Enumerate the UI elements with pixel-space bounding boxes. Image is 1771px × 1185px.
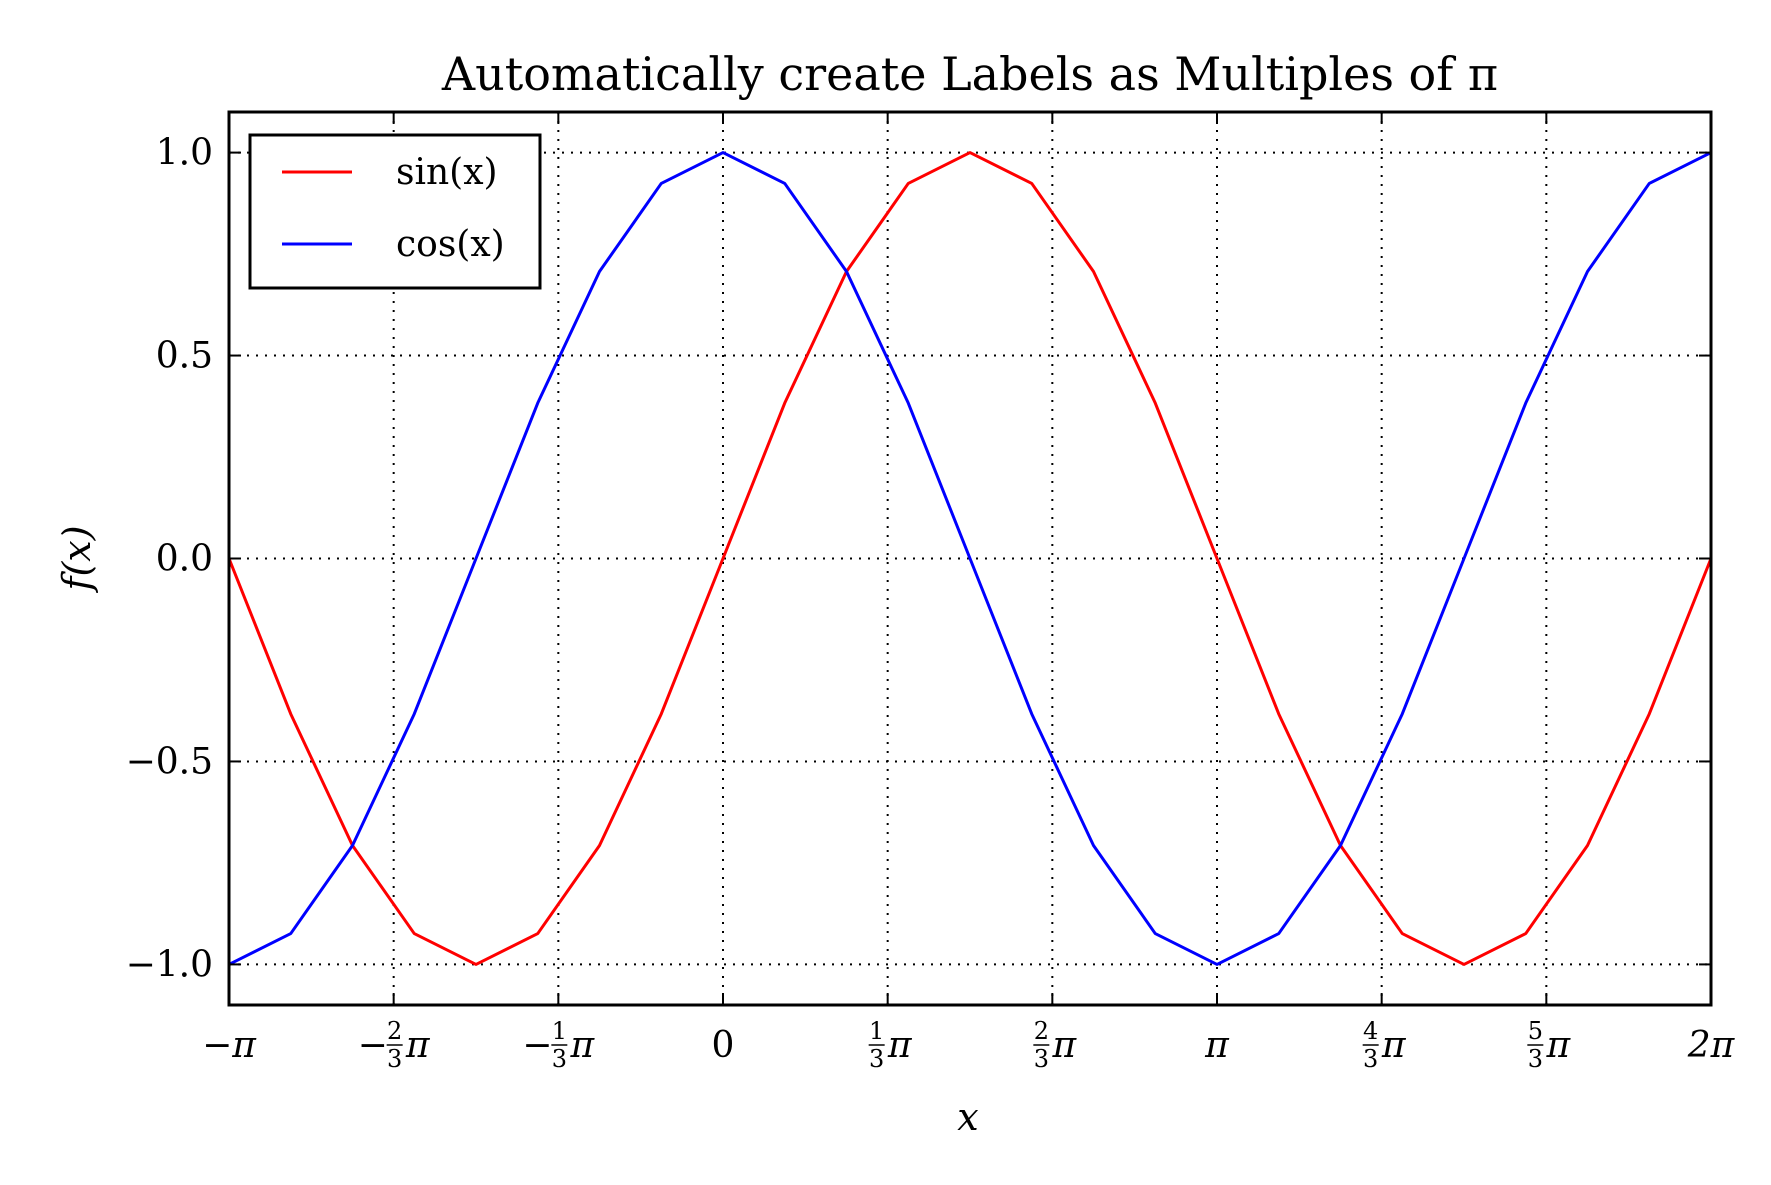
x-tick-label: 43 π: [1362, 1017, 1407, 1073]
y-axis-label: f(x): [55, 525, 99, 593]
x-tick-label: 53 π: [1527, 1017, 1571, 1073]
x-tick-denominator: 3: [387, 1045, 402, 1073]
x-tick-symbol: π: [1051, 1025, 1077, 1066]
x-tick-denominator: 3: [1528, 1045, 1543, 1073]
x-tick-numerator: 5: [1528, 1017, 1543, 1045]
x-tick-denominator: 3: [1363, 1045, 1378, 1073]
x-tick-denominator: 3: [552, 1045, 567, 1073]
x-tick-labels: −π −23 π −13 π 0 13 π 23 π π 43 π 53 π 2π: [202, 1017, 1736, 1073]
x-tick-denominator: 3: [1034, 1045, 1049, 1073]
x-tick-symbol: π: [887, 1025, 913, 1066]
y-tick-label: 1.0: [156, 133, 213, 174]
x-axis-label: x: [957, 1095, 978, 1139]
x-tick-label: 13 π: [868, 1017, 913, 1073]
x-tick-numerator: 4: [1363, 1017, 1378, 1045]
legend-label: sin(x): [396, 152, 498, 193]
y-tick-label: 0.5: [156, 336, 213, 377]
x-tick-label: −23 π: [358, 1017, 431, 1073]
x-tick-label: −π: [202, 1025, 257, 1066]
x-tick-text: 2π: [1687, 1025, 1736, 1066]
y-tick-label: −1.0: [126, 944, 213, 985]
legend-box: [248, 133, 542, 290]
x-tick-label: 0: [712, 1025, 735, 1066]
x-tick-text: π: [1204, 1025, 1230, 1066]
plot-frame: [227, 110, 1713, 1007]
x-tick-label: 23 π: [1033, 1017, 1077, 1073]
legend-label: cos(x): [396, 224, 505, 265]
x-tick-numerator: 2: [387, 1017, 402, 1045]
x-tick-text: 0: [712, 1025, 735, 1066]
x-tick-symbol: π: [1545, 1025, 1571, 1066]
x-tick-numerator: 2: [1034, 1017, 1049, 1045]
x-tick-label: −13 π: [522, 1017, 595, 1073]
x-tick-numerator: 1: [869, 1017, 884, 1045]
series-layer: [227, 151, 1713, 966]
x-tick-denominator: 3: [869, 1045, 884, 1073]
y-tick-labels: 1.0 0.5 0.0 −0.5 −1.0: [126, 133, 213, 986]
x-tick-text: −π: [202, 1025, 257, 1066]
series-line-cos: [228, 151, 1712, 966]
x-tick-symbol: π: [1381, 1025, 1407, 1066]
tick-marks: [228, 112, 1712, 1005]
x-tick-numerator: 1: [552, 1017, 567, 1045]
series-line-sin: [227, 151, 1713, 966]
y-tick-label: −0.5: [126, 741, 213, 782]
x-tick-label: π: [1204, 1025, 1230, 1066]
legend: sin(x) cos(x): [248, 133, 542, 290]
x-tick-sign: −: [358, 1025, 388, 1066]
x-tick-sign: −: [522, 1025, 552, 1066]
x-tick-symbol: π: [569, 1025, 595, 1066]
x-tick-label: 2π: [1687, 1025, 1736, 1066]
chart-title: Automatically create Labels as Multiples…: [441, 47, 1498, 101]
x-tick-symbol: π: [405, 1025, 431, 1066]
y-tick-label: 0.0: [156, 539, 213, 580]
